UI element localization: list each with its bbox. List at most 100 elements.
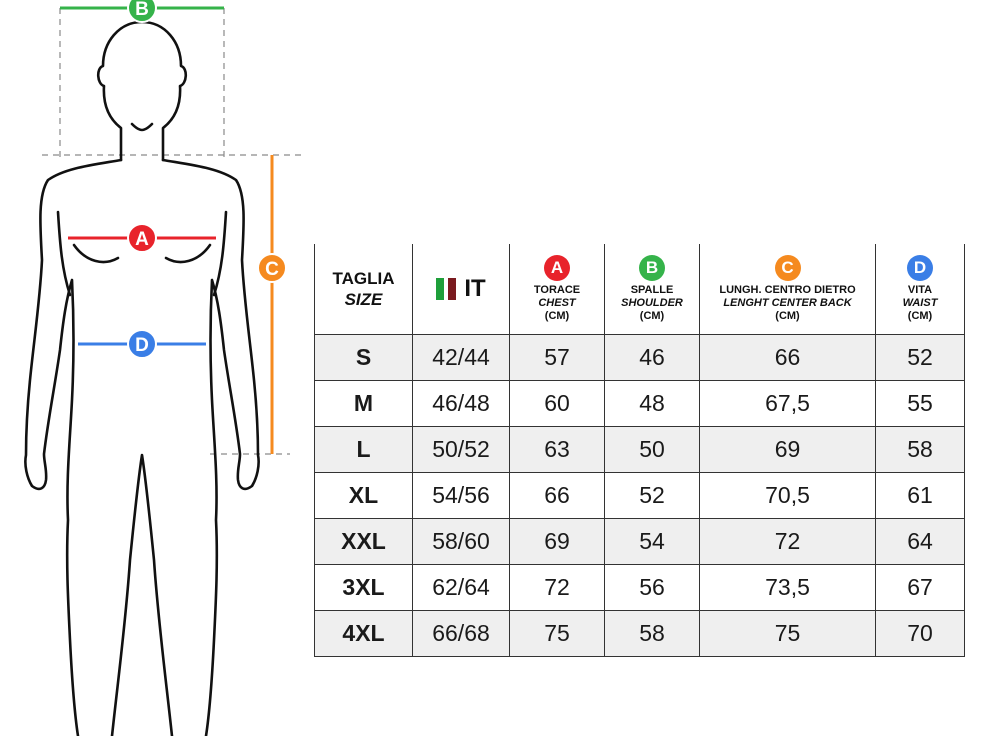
badge-c-label: C	[265, 259, 279, 280]
measure-a-it: TORACE	[533, 284, 581, 296]
size-cell: M	[314, 380, 413, 427]
shoulder-cell: 56	[604, 564, 700, 611]
table-row: XL 54/56 66 52 70,5 61	[314, 472, 965, 519]
measure-b-unit: (CM)	[639, 310, 665, 322]
header-measure-c: C LUNGH. CENTRO DIETRO LENGHT CENTER BAC…	[699, 244, 876, 335]
it-size-cell: 42/44	[412, 334, 510, 381]
back-length-cell: 72	[699, 518, 876, 565]
badge-b-icon: B	[639, 255, 665, 281]
table-header-row: TAGLIA SIZE IT A TORACE CHEST (CM) B SPA…	[314, 244, 965, 335]
shoulder-cell: 48	[604, 380, 700, 427]
header-size: TAGLIA SIZE	[314, 244, 413, 335]
chest-cell: 60	[509, 380, 605, 427]
shoulder-cell: 52	[604, 472, 700, 519]
badge-c-icon: C	[774, 255, 801, 281]
jaw-line	[130, 122, 154, 132]
table-row: M 46/48 60 48 67,5 55	[314, 380, 965, 427]
waist-cell: 64	[875, 518, 965, 565]
left-body-outline	[24, 158, 123, 736]
back-length-cell: 67,5	[699, 380, 876, 427]
measure-c-marker: C	[257, 155, 287, 454]
it-size-cell: 58/60	[412, 518, 510, 565]
size-cell: XL	[314, 472, 413, 519]
badge-a-icon	[127, 223, 157, 253]
waist-cell: 55	[875, 380, 965, 427]
table-row: 4XL 66/68 75 58 75 70	[314, 610, 965, 657]
badge-d-icon	[127, 329, 157, 359]
measure-c-en: LENGHT CENTER BACK	[723, 297, 852, 309]
header-country-label: IT	[464, 275, 486, 302]
header-size-it: TAGLIA	[332, 269, 395, 288]
waist-cell: 52	[875, 334, 965, 381]
shoulder-cell: 54	[604, 518, 700, 565]
guide-lines	[42, 8, 302, 455]
header-country: IT	[412, 244, 510, 335]
badge-c-icon	[257, 253, 287, 283]
size-cell: 3XL	[314, 564, 413, 611]
header-measure-b: B SPALLE SHOULDER (CM)	[604, 244, 700, 335]
shoulder-cell: 46	[604, 334, 700, 381]
it-size-cell: 50/52	[412, 426, 510, 473]
measure-d-en: WAIST	[902, 297, 938, 309]
badge-b-label: B	[135, 0, 149, 20]
measure-c-unit: (CM)	[775, 310, 800, 322]
measure-a-marker: A	[68, 223, 216, 253]
measure-d-marker: D	[78, 329, 206, 359]
table-row: L 50/52 63 50 69 58	[314, 426, 965, 473]
right-chest-line	[164, 243, 212, 264]
badge-a-label: A	[135, 229, 149, 250]
it-size-cell: 46/48	[412, 380, 510, 427]
waist-cell: 70	[875, 610, 965, 657]
size-cell: L	[314, 426, 413, 473]
measure-b-marker: B	[60, 0, 224, 23]
size-cell: XXL	[314, 518, 413, 565]
it-size-cell: 54/56	[412, 472, 510, 519]
measure-a-en: CHEST	[538, 297, 576, 309]
measure-b-it: SPALLE	[630, 284, 674, 296]
right-inner-arm	[212, 210, 228, 297]
size-chart-table: TAGLIA SIZE IT A TORACE CHEST (CM) B SPA…	[314, 244, 965, 657]
table-row: 3XL 62/64 72 56 73,5 67	[314, 564, 965, 611]
size-cell: S	[314, 334, 413, 381]
chest-cell: 63	[509, 426, 605, 473]
chest-cell: 69	[509, 518, 605, 565]
header-measure-a: A TORACE CHEST (CM)	[509, 244, 605, 335]
waist-cell: 61	[875, 472, 965, 519]
badge-a-icon: A	[544, 255, 570, 281]
inner-legs	[110, 453, 174, 736]
back-length-cell: 69	[699, 426, 876, 473]
waist-cell: 58	[875, 426, 965, 473]
waist-cell: 67	[875, 564, 965, 611]
it-size-cell: 66/68	[412, 610, 510, 657]
measure-d-it: VITA	[907, 284, 933, 296]
back-length-cell: 75	[699, 610, 876, 657]
table-row: S 42/44 57 46 66 52	[314, 334, 965, 381]
header-measure-d: D VITA WAIST (CM)	[875, 244, 965, 335]
back-length-cell: 66	[699, 334, 876, 381]
badge-b-icon	[127, 0, 157, 23]
measure-a-unit: (CM)	[544, 310, 570, 322]
chest-cell: 75	[509, 610, 605, 657]
it-size-cell: 62/64	[412, 564, 510, 611]
left-inner-arm	[56, 210, 72, 297]
back-length-cell: 73,5	[699, 564, 876, 611]
measure-c-it: LUNGH. CENTRO DIETRO	[719, 284, 856, 296]
header-size-en: SIZE	[344, 290, 383, 309]
chest-cell: 66	[509, 472, 605, 519]
chest-cell: 72	[509, 564, 605, 611]
badge-d-label: D	[135, 335, 149, 356]
head-outline	[96, 20, 188, 162]
table-row: XXL 58/60 69 54 72 64	[314, 518, 965, 565]
left-chest-line	[72, 243, 120, 264]
right-body-outline	[161, 158, 260, 736]
chest-cell: 57	[509, 334, 605, 381]
measure-b-en: SHOULDER	[621, 297, 683, 309]
shoulder-cell: 50	[604, 426, 700, 473]
shoulder-cell: 58	[604, 610, 700, 657]
size-cell: 4XL	[314, 610, 413, 657]
italy-flag-icon	[436, 278, 457, 300]
badge-d-icon: D	[907, 255, 933, 281]
back-length-cell: 70,5	[699, 472, 876, 519]
measure-d-unit: (CM)	[907, 310, 933, 322]
